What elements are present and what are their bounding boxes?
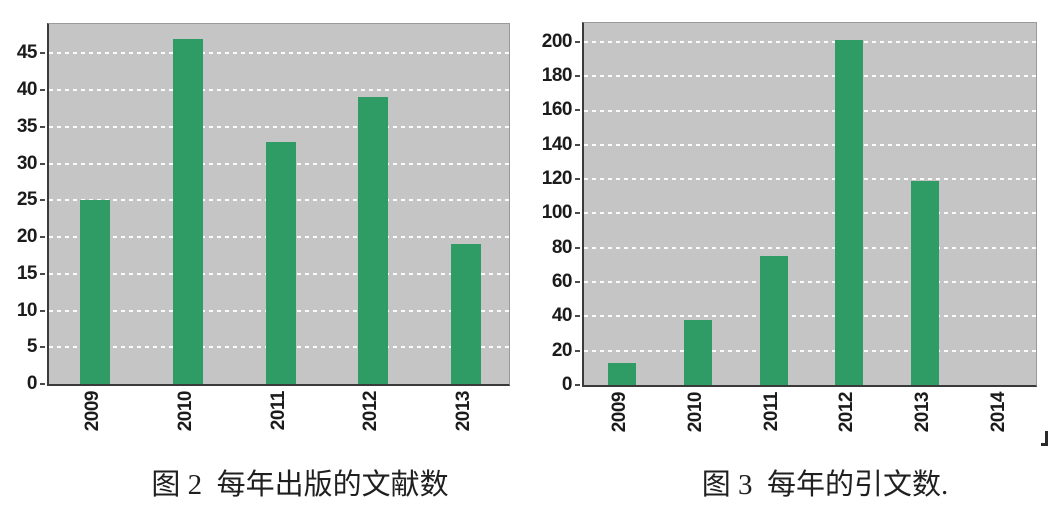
y-axis-tick-mark-160	[575, 109, 580, 112]
y-axis-tick-mark-180	[575, 75, 580, 78]
x-axis-tick-label-2012: 2012	[360, 391, 382, 432]
x-axis-tick-label-2009: 2009	[82, 391, 104, 432]
y-axis-tick-mark-0	[40, 383, 45, 385]
gridline-y-35	[49, 125, 509, 128]
y-axis-tick-label-10: 10	[16, 299, 38, 321]
y-axis-tick-label-200: 200	[541, 30, 573, 52]
gridline-y-140	[584, 143, 1036, 146]
y-axis-tick-mark-0	[575, 384, 580, 386]
x-axis-tick-label-2011: 2011	[267, 391, 289, 431]
y-axis-tick-label-5: 5	[26, 336, 38, 358]
y-axis-tick-label-25: 25	[16, 189, 38, 211]
gridline-y-40	[49, 89, 509, 92]
x-axis-tick-label-2013: 2013	[452, 391, 474, 432]
y-axis-tick-mark-20	[40, 236, 45, 239]
y-axis-tick-label-20: 20	[551, 339, 573, 361]
y-axis-tick-label-60: 60	[551, 271, 573, 293]
bar-2011	[265, 142, 296, 384]
figure-2-caption: 图 2 每年出版的文献数	[151, 469, 449, 501]
y-axis-tick-mark-45	[40, 52, 45, 55]
y-axis-tick-mark-40	[40, 89, 45, 92]
bar-2013	[911, 181, 940, 385]
y-axis-tick-label-30: 30	[16, 152, 38, 174]
x-axis-tick-label-2011: 2011	[760, 392, 782, 432]
y-axis-tick-mark-200	[575, 40, 580, 43]
y-axis-tick-mark-80	[575, 246, 580, 249]
stray-mark-foot-stroke	[1041, 443, 1047, 446]
y-axis-tick-mark-5	[40, 346, 45, 349]
y-axis-tick-label-160: 160	[541, 99, 573, 121]
y-axis-tick-label-120: 120	[541, 168, 573, 190]
y-axis-tick-mark-25	[40, 199, 45, 202]
bar-2012	[835, 40, 864, 385]
gridline-y-100	[584, 212, 1036, 215]
y-axis-tick-label-180: 180	[541, 65, 573, 87]
y-axis-tick-mark-30	[40, 162, 45, 165]
bar-2009	[607, 363, 636, 385]
gridline-y-45	[49, 52, 509, 55]
figure-3-caption: 图 3 每年的引文数.	[701, 469, 949, 501]
bar-2009	[80, 200, 111, 384]
gridline-y-20	[584, 349, 1036, 352]
gridline-y-80	[584, 246, 1036, 249]
x-axis-tick-label-2013: 2013	[912, 392, 934, 433]
gridline-y-180	[584, 75, 1036, 78]
bar-2013	[450, 244, 481, 384]
x-axis-tick-label-2010: 2010	[174, 391, 196, 432]
y-axis-tick-mark-140	[575, 143, 580, 146]
y-axis-tick-mark-120	[575, 178, 580, 181]
y-axis-tick-mark-35	[40, 125, 45, 128]
gridline-y-60	[584, 281, 1036, 284]
plot-area-fig3	[582, 22, 1037, 387]
y-axis-tick-label-45: 45	[16, 42, 38, 64]
y-axis-tick-mark-40	[575, 315, 580, 318]
y-axis-tick-mark-10	[40, 309, 45, 312]
bar-2012	[358, 97, 389, 384]
y-axis-tick-label-20: 20	[16, 226, 38, 248]
y-axis-tick-label-80: 80	[551, 236, 573, 258]
y-axis-tick-mark-100	[575, 212, 580, 215]
plot-area-fig2	[47, 23, 510, 386]
y-axis-tick-label-100: 100	[541, 202, 573, 224]
y-axis-tick-label-15: 15	[16, 262, 38, 284]
x-axis-tick-label-2012: 2012	[836, 392, 858, 433]
stray-scan-mark	[1041, 431, 1049, 446]
y-axis-tick-label-0: 0	[561, 374, 573, 395]
y-axis-tick-label-35: 35	[16, 115, 38, 137]
bar-2010	[683, 320, 712, 385]
gridline-y-160	[584, 109, 1036, 112]
y-axis-tick-label-140: 140	[541, 133, 573, 155]
stray-mark-vertical-stroke	[1045, 431, 1048, 446]
y-axis-tick-mark-15	[40, 272, 45, 275]
y-axis-tick-label-40: 40	[16, 79, 38, 101]
y-axis-tick-mark-20	[575, 349, 580, 352]
bar-2010	[172, 39, 203, 384]
y-axis-tick-label-40: 40	[551, 305, 573, 327]
gridline-y-120	[584, 178, 1036, 181]
y-axis-tick-label-0: 0	[26, 373, 38, 394]
gridline-y-40	[584, 315, 1036, 318]
y-axis-tick-mark-60	[575, 281, 580, 284]
x-axis-tick-label-2014: 2014	[988, 392, 1010, 433]
x-axis-tick-label-2009: 2009	[608, 392, 630, 433]
x-axis-tick-label-2010: 2010	[684, 392, 706, 433]
gridline-y-200	[584, 40, 1036, 43]
bar-2011	[759, 256, 788, 385]
